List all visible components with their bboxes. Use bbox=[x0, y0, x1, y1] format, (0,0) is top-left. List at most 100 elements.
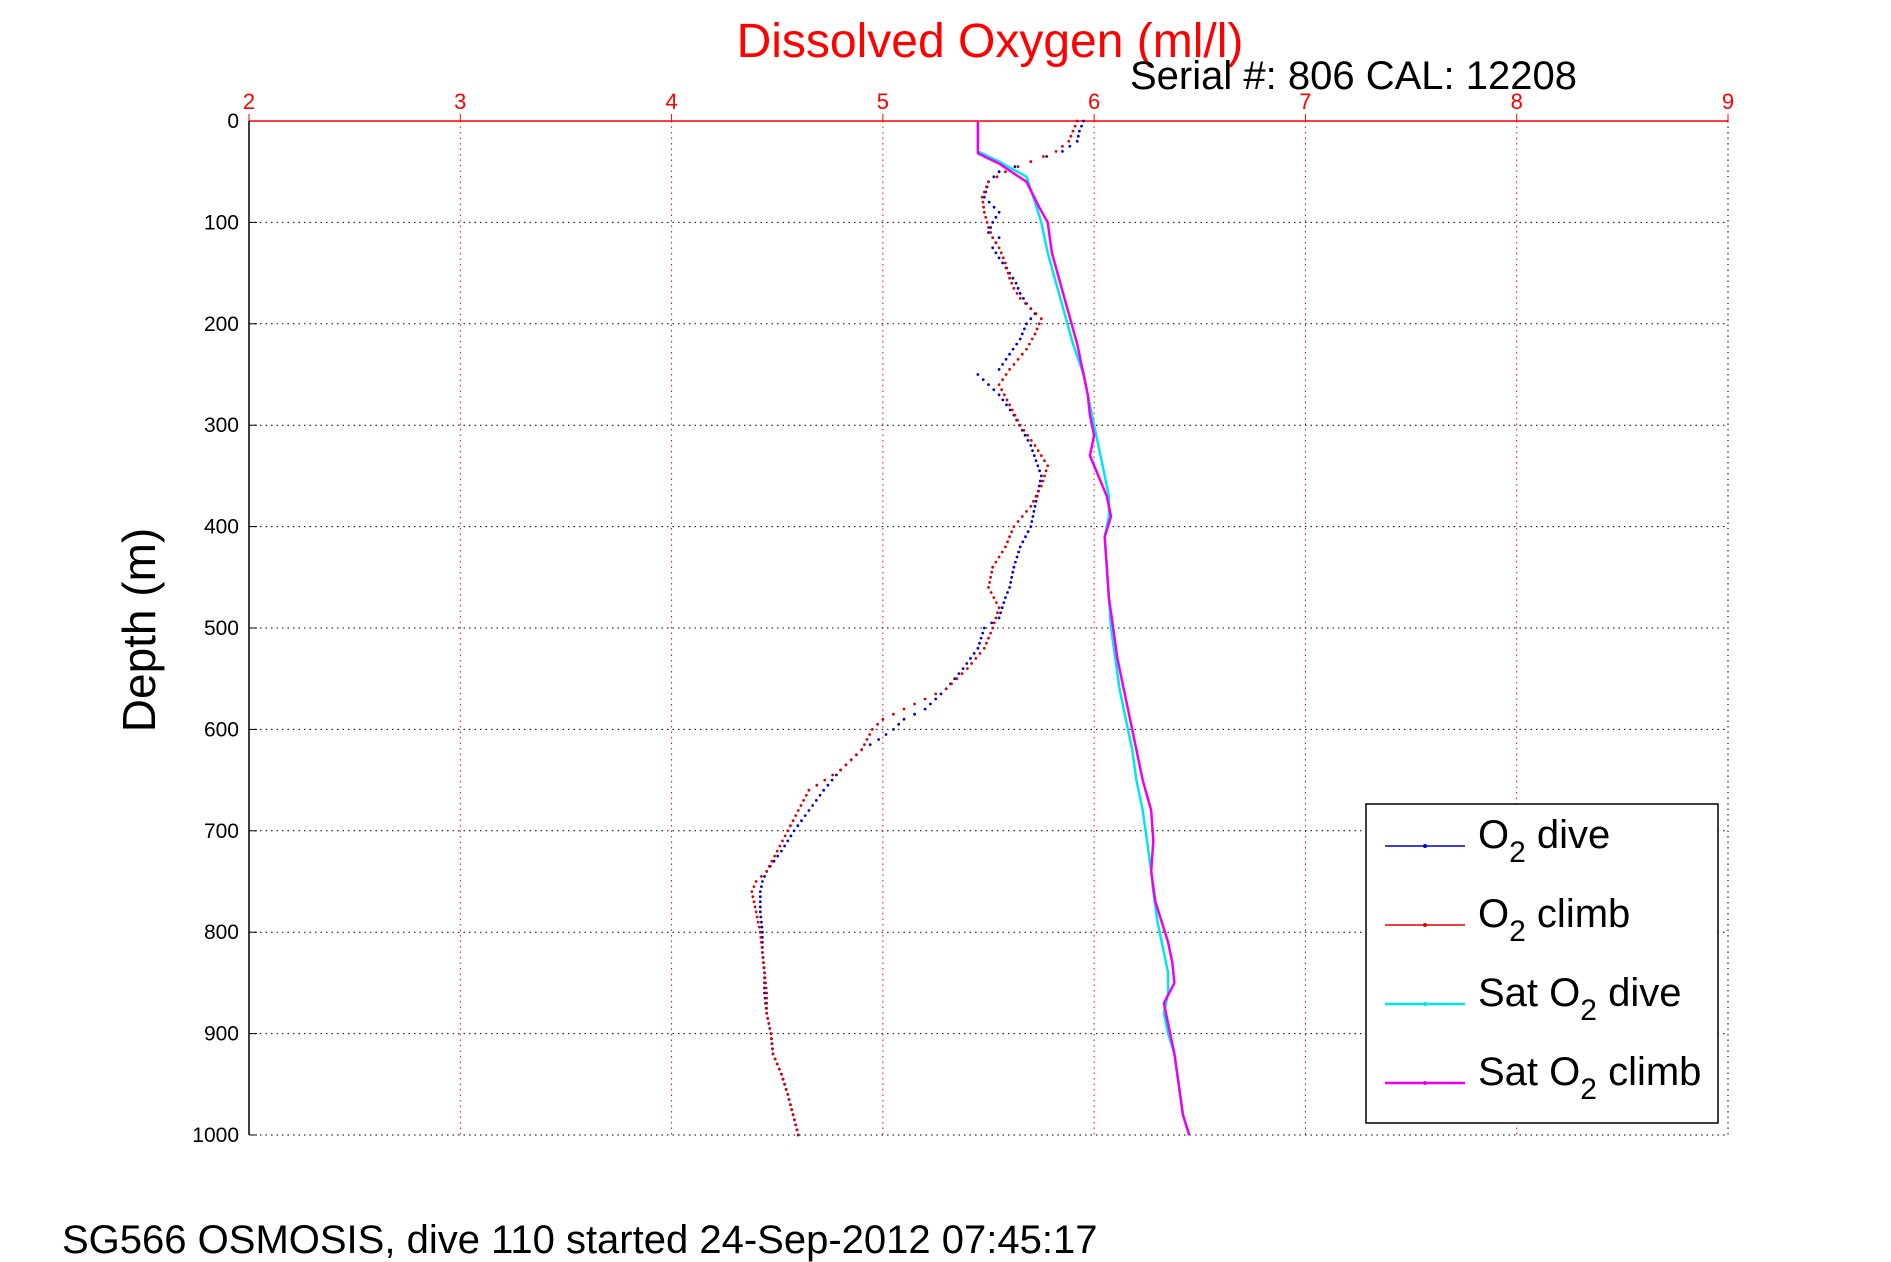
data-point bbox=[1075, 119, 1079, 123]
chart-subtitle: Serial #: 806 CAL: 12208 bbox=[1130, 54, 1577, 98]
data-point bbox=[1009, 581, 1013, 584]
data-point bbox=[997, 236, 1001, 240]
data-point bbox=[877, 738, 880, 741]
legend-marker bbox=[1423, 923, 1427, 927]
data-point bbox=[1010, 530, 1014, 534]
data-point bbox=[1018, 545, 1022, 549]
data-point bbox=[1013, 413, 1017, 417]
data-point bbox=[994, 241, 998, 245]
data-point bbox=[835, 773, 838, 777]
data-point bbox=[997, 393, 1001, 397]
data-point bbox=[804, 793, 808, 797]
data-point bbox=[1045, 155, 1048, 158]
data-point bbox=[997, 383, 1001, 386]
data-point bbox=[997, 210, 1001, 214]
data-point bbox=[1033, 444, 1037, 447]
data-point bbox=[1029, 504, 1033, 508]
data-point bbox=[758, 895, 762, 899]
data-point bbox=[772, 859, 776, 863]
data-point bbox=[1008, 352, 1011, 356]
data-point bbox=[987, 226, 990, 229]
data-point bbox=[982, 626, 986, 630]
data-point bbox=[982, 205, 985, 209]
data-point bbox=[763, 875, 766, 878]
data-point bbox=[765, 991, 769, 995]
data-point bbox=[1029, 160, 1033, 164]
data-point bbox=[1018, 423, 1022, 427]
data-point bbox=[765, 996, 769, 1000]
data-point bbox=[849, 758, 853, 762]
data-point bbox=[792, 829, 796, 833]
data-point bbox=[989, 575, 992, 579]
data-point bbox=[1025, 347, 1028, 351]
data-point bbox=[1033, 504, 1037, 508]
data-point bbox=[783, 844, 786, 848]
data-point bbox=[988, 581, 991, 584]
data-point bbox=[764, 986, 768, 990]
data-point bbox=[979, 636, 983, 640]
data-point bbox=[1008, 368, 1011, 371]
data-point bbox=[1018, 337, 1022, 341]
data-point bbox=[1012, 565, 1016, 569]
data-point bbox=[773, 1057, 777, 1061]
y-tick-label: 1000 bbox=[192, 1124, 239, 1147]
data-point bbox=[994, 251, 998, 255]
data-point bbox=[761, 956, 765, 959]
data-point bbox=[1043, 459, 1046, 463]
data-point bbox=[989, 631, 992, 635]
legend-marker bbox=[1423, 1002, 1427, 1006]
data-point bbox=[1029, 307, 1033, 310]
data-point bbox=[786, 1093, 790, 1096]
data-point bbox=[831, 773, 835, 777]
data-point bbox=[1020, 515, 1024, 518]
data-point bbox=[818, 793, 822, 797]
data-point bbox=[1026, 530, 1030, 534]
data-point bbox=[1037, 322, 1041, 326]
data-point bbox=[984, 215, 988, 219]
data-point bbox=[978, 652, 982, 655]
data-point bbox=[1016, 418, 1019, 422]
data-point bbox=[1061, 150, 1064, 153]
data-point bbox=[999, 251, 1003, 255]
x-tick-label: 9 bbox=[1722, 89, 1734, 114]
x-tick-label: 8 bbox=[1511, 89, 1523, 114]
data-point bbox=[762, 961, 765, 964]
x-tick-label: 5 bbox=[877, 89, 889, 114]
data-point bbox=[1029, 525, 1033, 528]
data-point bbox=[902, 707, 906, 711]
data-point bbox=[992, 621, 996, 625]
data-point bbox=[994, 560, 998, 564]
data-point bbox=[752, 885, 756, 888]
data-point bbox=[1027, 342, 1031, 346]
data-point bbox=[760, 946, 764, 949]
footer-caption: SG566 OSMOSIS, dive 110 started 24-Sep-2… bbox=[62, 1218, 1097, 1262]
data-point bbox=[844, 763, 848, 767]
data-point bbox=[786, 829, 790, 833]
data-point bbox=[1016, 357, 1020, 361]
legend-label: O2 climb bbox=[1478, 892, 1630, 948]
data-point bbox=[985, 641, 988, 645]
data-point bbox=[982, 210, 986, 214]
data-point bbox=[1000, 606, 1004, 610]
data-point bbox=[913, 712, 916, 716]
data-point bbox=[1075, 139, 1079, 143]
data-point bbox=[1037, 489, 1041, 493]
data-point bbox=[1011, 347, 1015, 351]
data-point bbox=[860, 748, 864, 752]
data-point bbox=[1015, 555, 1019, 559]
data-point bbox=[752, 900, 756, 904]
data-point bbox=[823, 778, 827, 782]
data-point bbox=[794, 814, 798, 817]
data-point bbox=[1039, 474, 1043, 478]
data-point bbox=[985, 221, 989, 224]
data-point bbox=[1004, 170, 1007, 174]
data-point bbox=[981, 631, 985, 635]
data-point bbox=[751, 895, 755, 899]
data-point bbox=[1041, 479, 1045, 483]
data-point bbox=[1039, 317, 1043, 321]
data-point bbox=[987, 231, 990, 234]
data-point bbox=[773, 854, 776, 858]
data-point bbox=[802, 799, 805, 802]
data-point bbox=[1010, 408, 1014, 412]
data-point bbox=[1001, 256, 1005, 260]
